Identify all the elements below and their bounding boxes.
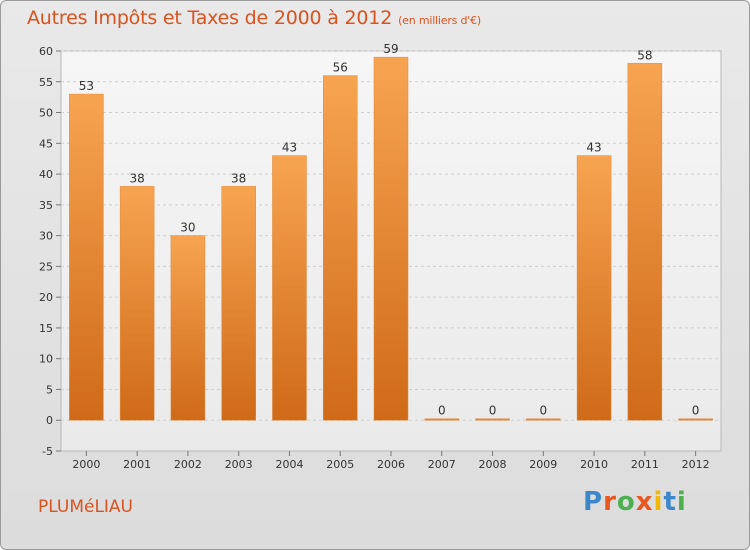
- x-tick-label: 2012: [682, 458, 710, 471]
- data-label: 43: [586, 141, 601, 155]
- place-name: PLUMéLIAU: [38, 497, 134, 517]
- y-axis: -5 0 5 10 15 20 25 30 35 40 45 50 55 60: [39, 45, 61, 458]
- x-tick-label: 2009: [529, 458, 557, 471]
- y-tick-label: 55: [39, 76, 53, 89]
- y-tick-label: 45: [39, 137, 53, 150]
- x-tick-label: 2008: [479, 458, 507, 471]
- data-label: 30: [180, 221, 195, 235]
- logo-letter: P: [583, 487, 604, 517]
- x-tick-label: 2001: [123, 458, 151, 471]
- logo-letter: i: [653, 487, 664, 517]
- x-axis: 2000 2001 2002 2003 2004 2005 2006 2007 2008 2009…: [72, 451, 710, 471]
- data-label: 0: [539, 404, 547, 418]
- bar-2007: [424, 418, 460, 421]
- data-label: 0: [489, 404, 497, 418]
- logo-letter: t: [663, 487, 677, 517]
- bar-2001: [119, 186, 155, 421]
- logo-letter: r: [603, 487, 617, 517]
- y-tick-label: 30: [39, 230, 53, 243]
- bar-2008: [475, 418, 510, 421]
- y-tick-label: 60: [39, 45, 53, 58]
- x-tick-label: 2000: [72, 458, 100, 471]
- chart-title-text: Autres Impôts et Taxes de 2000 à 2012: [27, 7, 393, 29]
- data-label: 38: [231, 171, 246, 185]
- y-tick-label: 0: [46, 414, 53, 427]
- y-tick-label: 10: [39, 353, 53, 366]
- logo-letter: i: [676, 487, 687, 517]
- data-label: 43: [282, 141, 297, 155]
- bar-2005: [322, 75, 358, 421]
- y-tick-label: 5: [46, 383, 53, 396]
- bar-2004: [272, 155, 307, 421]
- y-tick-label: 35: [39, 199, 53, 212]
- bar-2003: [221, 186, 256, 421]
- data-label: 0: [438, 404, 446, 418]
- bar-2010: [576, 155, 612, 421]
- x-tick-label: 2007: [428, 458, 456, 471]
- x-tick-label: 2005: [326, 458, 354, 471]
- data-label: 0: [692, 404, 700, 418]
- x-tick-label: 2010: [580, 458, 608, 471]
- bar-2002: [170, 235, 206, 421]
- x-tick-label: 2003: [225, 458, 253, 471]
- y-tick-label: 50: [39, 107, 53, 120]
- chart-subtitle: (en milliers d'€): [398, 14, 481, 27]
- y-tick-label: -5: [42, 445, 53, 458]
- proxiti-logo: Proxiti: [583, 487, 687, 517]
- x-tick-label: 2002: [174, 458, 202, 471]
- data-label: 56: [333, 61, 348, 75]
- x-tick-label: 2004: [275, 458, 303, 471]
- bar-2006: [373, 56, 409, 421]
- y-tick-label: 40: [39, 168, 53, 181]
- bar-2000: [69, 93, 104, 421]
- y-tick-label: 25: [39, 260, 53, 273]
- logo-letter: x: [635, 487, 654, 517]
- data-label: 58: [637, 48, 652, 62]
- bar-2012: [678, 418, 713, 421]
- bar-2011: [627, 63, 663, 421]
- bars: 53 38 30 38 43 56 59 0 0 0 43 58 0: [69, 42, 713, 421]
- bar-2009: [526, 418, 561, 421]
- y-tick-label: 15: [39, 322, 53, 335]
- data-label: 53: [79, 79, 94, 93]
- x-tick-label: 2006: [377, 458, 405, 471]
- logo-letter: o: [616, 487, 636, 517]
- data-label: 38: [130, 171, 145, 185]
- data-label: 59: [383, 42, 398, 56]
- y-tick-label: 20: [39, 291, 53, 304]
- x-tick-label: 2011: [631, 458, 659, 471]
- chart-title: Autres Impôts et Taxes de 2000 à 2012 (en…: [27, 7, 481, 29]
